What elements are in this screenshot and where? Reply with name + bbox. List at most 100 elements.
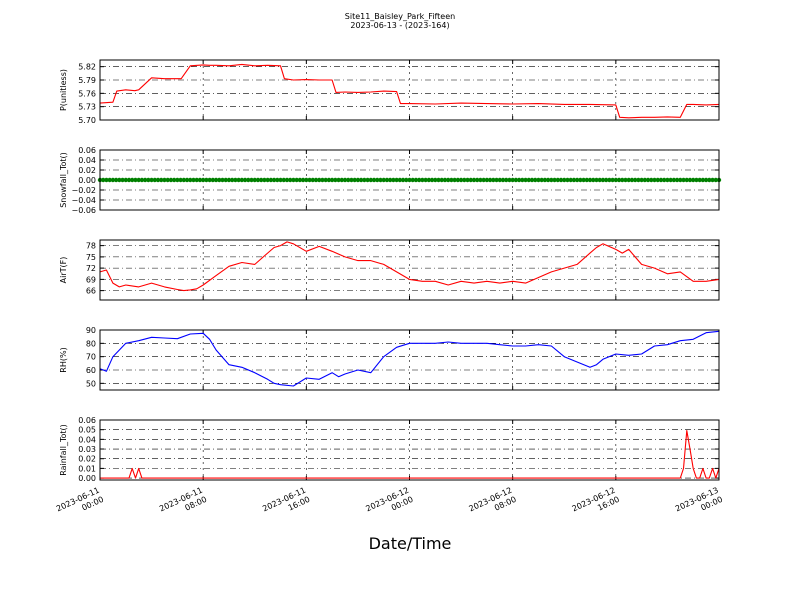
data-point xyxy=(439,177,444,183)
y-tick-label: −0.04 xyxy=(71,196,96,205)
data-point xyxy=(178,177,183,183)
data-point xyxy=(549,177,554,183)
series-line xyxy=(99,330,720,387)
data-point xyxy=(242,177,248,183)
data-point xyxy=(571,177,577,183)
data-point xyxy=(516,177,522,183)
data-point xyxy=(426,177,432,183)
data-point xyxy=(445,177,451,183)
data-point xyxy=(159,177,164,183)
y-tick-label: 0.00 xyxy=(78,176,96,185)
panels: 5.705.735.765.795.82P(unitless)−0.06−0.0… xyxy=(59,59,722,483)
data-point xyxy=(384,177,390,183)
series-line xyxy=(99,241,720,292)
data-point xyxy=(284,177,290,183)
plot-frame xyxy=(99,329,720,391)
data-point xyxy=(584,177,590,183)
plot-frame xyxy=(99,419,720,481)
data-point xyxy=(458,177,464,183)
data-point xyxy=(536,177,541,183)
data-point xyxy=(603,177,609,183)
data-point xyxy=(339,177,344,183)
data-point xyxy=(520,177,525,183)
data-point xyxy=(545,177,551,183)
data-point xyxy=(691,177,696,183)
y-axis-label: AirT(F) xyxy=(59,257,68,284)
data-point xyxy=(391,177,396,183)
x-tick-label: 2023-06-1200:00 xyxy=(364,486,414,523)
data-point xyxy=(468,177,473,183)
x-tick-label: 2023-06-1216:00 xyxy=(571,486,621,523)
data-point xyxy=(149,177,154,183)
data-point xyxy=(136,177,141,183)
data-point xyxy=(465,177,470,183)
data-point xyxy=(574,177,580,183)
y-tick-label: 72 xyxy=(86,264,96,273)
data-point xyxy=(146,177,151,183)
data-point xyxy=(336,177,341,183)
data-point xyxy=(642,177,648,183)
data-point xyxy=(394,177,399,183)
data-point xyxy=(687,177,693,183)
data-point xyxy=(265,177,270,183)
data-point xyxy=(649,177,654,183)
y-axis-label: Rainfall_Tot() xyxy=(59,424,68,476)
data-point xyxy=(452,177,457,183)
data-point xyxy=(697,177,702,183)
data-point xyxy=(700,177,706,183)
data-point xyxy=(130,177,135,183)
plot-frame xyxy=(99,59,720,121)
data-point xyxy=(233,177,238,183)
panel-3: 50 60 70 80 90 RH(%) xyxy=(59,326,720,391)
data-point xyxy=(587,177,593,183)
data-point xyxy=(133,177,138,183)
data-point xyxy=(478,177,483,183)
data-point xyxy=(433,177,438,183)
data-point xyxy=(188,177,193,183)
data-point xyxy=(436,177,441,183)
data-point xyxy=(594,177,599,183)
data-point xyxy=(297,177,303,183)
y-tick-label: 80 xyxy=(86,339,96,348)
data-point xyxy=(197,177,203,183)
data-point xyxy=(255,177,261,183)
data-point xyxy=(317,177,322,183)
data-point xyxy=(378,177,383,183)
data-point xyxy=(262,177,267,183)
data-point xyxy=(610,177,615,183)
data-point xyxy=(323,177,328,183)
data-point xyxy=(665,177,670,183)
chart-subtitle: 2023-06-13 - (2023-164) xyxy=(350,21,450,30)
data-point xyxy=(281,177,286,183)
data-point xyxy=(371,177,377,183)
data-point xyxy=(117,177,122,183)
data-point xyxy=(591,177,596,183)
data-point xyxy=(139,177,145,183)
data-point xyxy=(194,177,199,183)
data-point xyxy=(358,177,364,183)
data-point xyxy=(481,177,486,183)
plot-frame xyxy=(99,149,720,211)
data-point xyxy=(632,177,638,183)
data-point xyxy=(110,177,116,183)
data-point xyxy=(681,177,686,183)
data-point xyxy=(294,177,299,183)
y-tick-label: 0.05 xyxy=(78,426,96,435)
data-point xyxy=(658,177,664,183)
data-point xyxy=(288,177,293,183)
data-point xyxy=(707,177,712,183)
y-tick-label: 0.06 xyxy=(78,146,96,155)
y-tick-label: 75 xyxy=(86,253,96,262)
y-tick-label: 0.03 xyxy=(78,445,96,454)
y-axis-label: Snowfall_Tot() xyxy=(59,152,68,208)
data-point xyxy=(400,177,406,183)
data-point xyxy=(304,177,309,183)
data-point xyxy=(526,177,531,183)
data-point xyxy=(684,177,689,183)
data-point xyxy=(655,177,660,183)
chart-title: Site11_Baisley_Park_Fifteen xyxy=(344,12,456,21)
data-point xyxy=(120,177,125,183)
data-point xyxy=(217,177,222,183)
y-tick-label: 50 xyxy=(86,379,96,388)
data-point xyxy=(636,177,641,183)
